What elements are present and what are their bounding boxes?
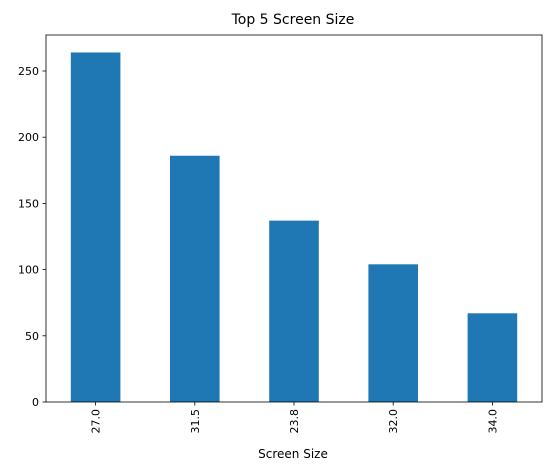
x-axis-label: Screen Size <box>258 447 328 461</box>
bar-34.0 <box>467 313 518 402</box>
y-tick-label: 50 <box>25 330 39 343</box>
bars-group <box>70 52 518 402</box>
y-tick-label: 0 <box>32 396 39 409</box>
x-tick-label: 23.8 <box>288 409 301 434</box>
bar-23.8 <box>269 220 319 402</box>
y-tick-label: 150 <box>18 197 39 210</box>
x-tick-label: 32.0 <box>387 409 400 434</box>
bar-27.0 <box>70 52 121 402</box>
bar-31.5 <box>170 155 220 402</box>
bar-32.0 <box>368 264 418 402</box>
x-axis-ticks: 27.0 31.5 23.8 32.0 34.0 <box>90 402 499 434</box>
chart-title: Top 5 Screen Size <box>231 12 355 28</box>
x-tick-label: 31.5 <box>189 409 202 434</box>
plot-frame <box>45 34 543 403</box>
y-tick-label: 250 <box>18 65 39 78</box>
x-tick-label: 34.0 <box>486 409 499 434</box>
y-tick-label: 200 <box>18 131 39 144</box>
y-axis-ticks: 0 50 100 150 200 250 <box>18 65 46 409</box>
y-tick-label: 100 <box>18 264 39 277</box>
x-tick-label: 27.0 <box>90 409 103 434</box>
